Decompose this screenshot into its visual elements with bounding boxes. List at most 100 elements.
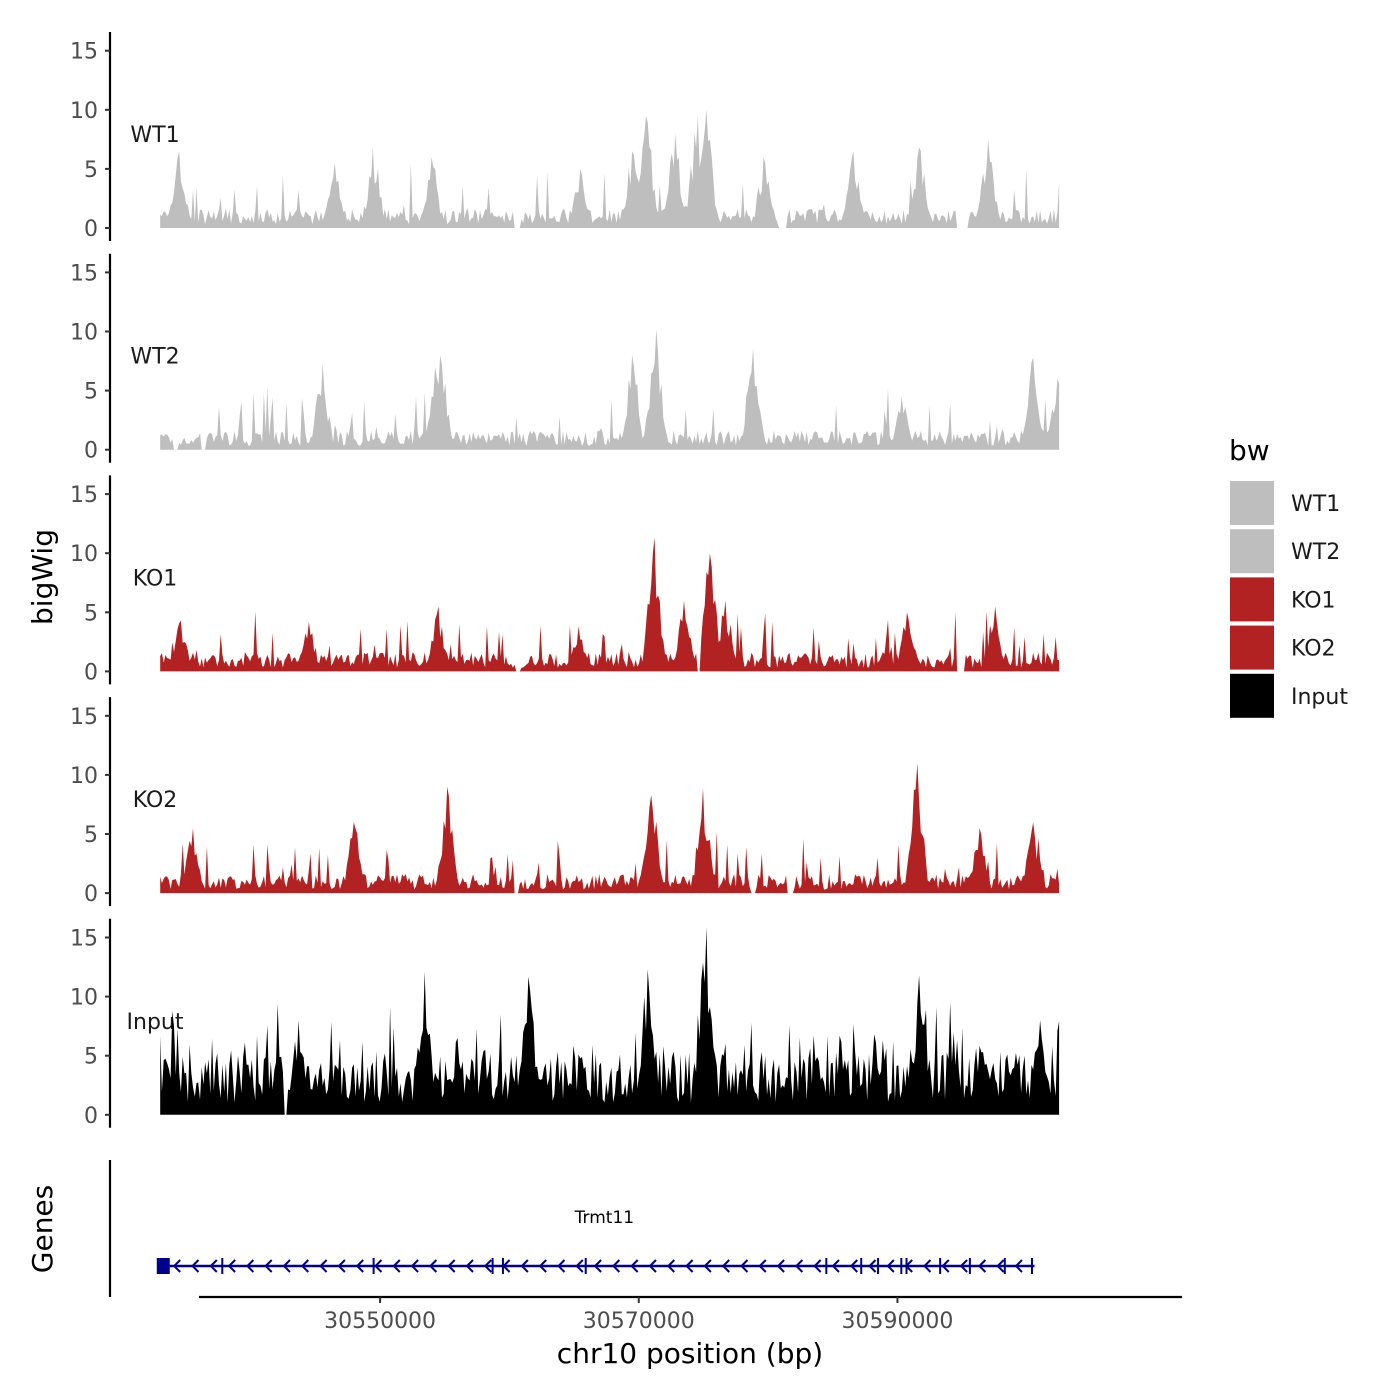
- exon: [1003, 1258, 1006, 1274]
- y-tick-label: 15: [70, 705, 98, 730]
- y-tick-label: 10: [70, 764, 98, 789]
- strand-arrow: [593, 1259, 602, 1273]
- strand-arrow: [794, 1259, 804, 1273]
- legend-swatch: [1230, 529, 1274, 574]
- strand-arrow: [447, 1259, 456, 1273]
- strand-arrow: [245, 1259, 255, 1273]
- legend-label: KO2: [1291, 637, 1336, 662]
- strand-arrow: [977, 1259, 987, 1273]
- gene-models: Trmt11: [156, 1208, 1035, 1274]
- legend-swatch: [1230, 673, 1274, 718]
- strand-arrow: [721, 1259, 730, 1273]
- legend-swatch: [1230, 481, 1274, 525]
- x-tick-label: 30550000: [324, 1309, 436, 1334]
- strand-arrow: [520, 1259, 529, 1273]
- exon: [501, 1258, 504, 1274]
- track-label: Input: [127, 1010, 184, 1035]
- legend-label: WT1: [1291, 492, 1340, 517]
- strand-arrow: [886, 1259, 895, 1273]
- legend: bw WT1 WT2 KO1 KO2 Input: [1229, 434, 1348, 718]
- track-ko1: 0 5 10 15 KO1: [70, 475, 1060, 685]
- strand-arrow: [1014, 1259, 1023, 1273]
- legend-label: Input: [1291, 685, 1348, 710]
- y-tick-label: 10: [70, 321, 98, 346]
- strand-arrow: [685, 1259, 694, 1273]
- strand-arrow: [831, 1259, 840, 1273]
- signal-area-ko2: [160, 763, 1060, 894]
- legend-entry-ko2: KO2: [1230, 625, 1336, 670]
- strand-arrow: [740, 1259, 749, 1273]
- x-tick-label: 30570000: [583, 1309, 695, 1334]
- strand-arrow: [996, 1259, 1005, 1273]
- legend-entries: WT1 WT2 KO1 KO2 Input: [1230, 481, 1348, 718]
- strand-arrow: [428, 1259, 438, 1273]
- strand-arrow: [538, 1259, 547, 1273]
- y-tick-label: 0: [84, 217, 98, 242]
- strand-arrow: [300, 1259, 310, 1273]
- signal-area-wt1: [160, 109, 1060, 228]
- exon: [372, 1258, 375, 1274]
- strand-arrow: [191, 1259, 200, 1273]
- genes-panel: Genes Trmt11: [26, 1160, 1035, 1297]
- strand-arrow: [264, 1259, 273, 1273]
- exon: [221, 1258, 224, 1274]
- exon: [900, 1258, 903, 1274]
- strand-arrow: [868, 1259, 877, 1273]
- bigwig-tracks: 0 5 10 15 WT1 0 5 10 15 WT2 0 5 10 15 KO1 0 5 10 15 KO2 0 5 10…: [70, 32, 1060, 1129]
- strand-arrow: [465, 1259, 474, 1273]
- legend-label: WT2: [1291, 540, 1340, 565]
- strand-arrow: [776, 1259, 785, 1273]
- exon: [968, 1258, 971, 1274]
- y-tick-label: 5: [84, 380, 98, 405]
- strand-arrow: [337, 1259, 346, 1273]
- legend-entry-input: Input: [1230, 673, 1348, 718]
- strand-arrow: [703, 1259, 712, 1273]
- strand-arrow: [758, 1259, 767, 1273]
- track-wt2: 0 5 10 15 WT2: [70, 253, 1060, 464]
- y-tick-label: 15: [70, 927, 98, 952]
- y-tick-label: 5: [84, 158, 98, 183]
- strand-arrow: [483, 1259, 493, 1273]
- strand-arrow: [172, 1259, 181, 1273]
- exon: [491, 1258, 494, 1274]
- strand-arrow: [410, 1259, 419, 1273]
- gene-trmt11: Trmt11: [156, 1208, 1035, 1274]
- strand-arrow: [282, 1259, 291, 1273]
- strand-arrow: [941, 1259, 950, 1273]
- x-axis-title: chr10 position (bp): [557, 1337, 823, 1370]
- y-tick-label: 0: [84, 660, 98, 685]
- y-tick-label: 10: [70, 986, 98, 1011]
- strand-arrow: [611, 1259, 621, 1273]
- strand-arrow: [849, 1259, 859, 1273]
- track-label: WT1: [130, 123, 179, 148]
- signal-area-input: [160, 926, 1060, 1115]
- track-label: WT2: [130, 345, 179, 370]
- legend-swatch: [1230, 577, 1274, 622]
- strand-arrow: [959, 1259, 968, 1273]
- strand-arrow: [355, 1259, 364, 1273]
- track-input: 0 5 10 15 Input: [70, 918, 1060, 1129]
- y-tick-label: 5: [84, 601, 98, 626]
- y-tick-label: 0: [84, 1104, 98, 1129]
- legend-label: KO1: [1291, 588, 1336, 613]
- strand-arrow: [813, 1259, 822, 1273]
- track-wt1: 0 5 10 15 WT1: [70, 32, 1060, 242]
- strand-arrow: [209, 1259, 218, 1273]
- exon: [584, 1258, 587, 1274]
- x-tick-label: 30590000: [841, 1309, 953, 1334]
- y-tick-label: 15: [70, 40, 98, 65]
- y-tick-label: 5: [84, 823, 98, 848]
- y-tick-label: 5: [84, 1045, 98, 1070]
- gene-label: Trmt11: [574, 1208, 634, 1228]
- strand-arrow: [374, 1259, 383, 1273]
- x-ticks: 30550000 30570000 30590000: [324, 1297, 953, 1334]
- track-ko2: 0 5 10 15 KO2: [70, 697, 1060, 907]
- strand-arrow: [557, 1259, 566, 1273]
- strand-arrow: [648, 1259, 657, 1273]
- exon: [860, 1258, 863, 1274]
- strand-arrow: [575, 1259, 584, 1273]
- strand-arrow: [392, 1259, 401, 1273]
- y-tick-label: 15: [70, 261, 98, 286]
- legend-entry-wt1: WT1: [1230, 481, 1340, 525]
